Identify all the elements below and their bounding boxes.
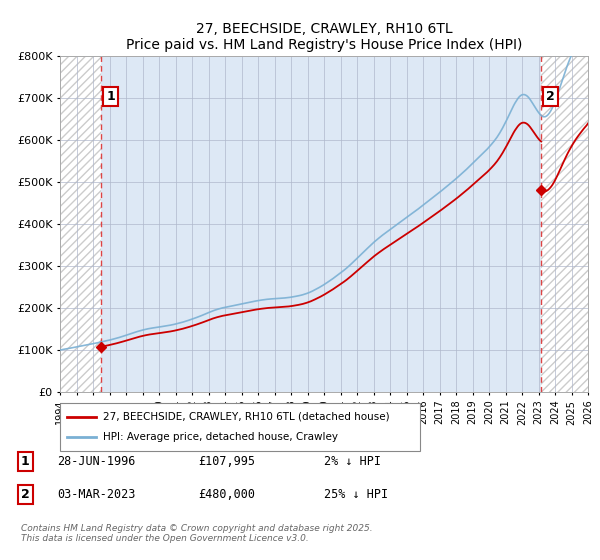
Text: 28-JUN-1996: 28-JUN-1996 [57, 455, 136, 468]
Text: 27, BEECHSIDE, CRAWLEY, RH10 6TL (detached house): 27, BEECHSIDE, CRAWLEY, RH10 6TL (detach… [103, 412, 390, 422]
Text: £480,000: £480,000 [198, 488, 255, 501]
Text: 2% ↓ HPI: 2% ↓ HPI [324, 455, 381, 468]
Text: Contains HM Land Registry data © Crown copyright and database right 2025.
This d: Contains HM Land Registry data © Crown c… [21, 524, 373, 543]
Text: 1: 1 [21, 455, 30, 468]
Text: 1: 1 [106, 90, 115, 103]
FancyBboxPatch shape [60, 403, 420, 451]
Bar [101, 56, 541, 392]
Text: HPI: Average price, detached house, Crawley: HPI: Average price, detached house, Craw… [103, 432, 338, 442]
Bar [60, 56, 101, 392]
Title: 27, BEECHSIDE, CRAWLEY, RH10 6TL
Price paid vs. HM Land Registry's House Price I: 27, BEECHSIDE, CRAWLEY, RH10 6TL Price p… [126, 22, 522, 52]
Text: £107,995: £107,995 [198, 455, 255, 468]
Text: 2: 2 [546, 90, 555, 103]
Text: 03-MAR-2023: 03-MAR-2023 [57, 488, 136, 501]
Text: 25% ↓ HPI: 25% ↓ HPI [324, 488, 388, 501]
Bar [541, 56, 588, 392]
Text: 2: 2 [21, 488, 30, 501]
